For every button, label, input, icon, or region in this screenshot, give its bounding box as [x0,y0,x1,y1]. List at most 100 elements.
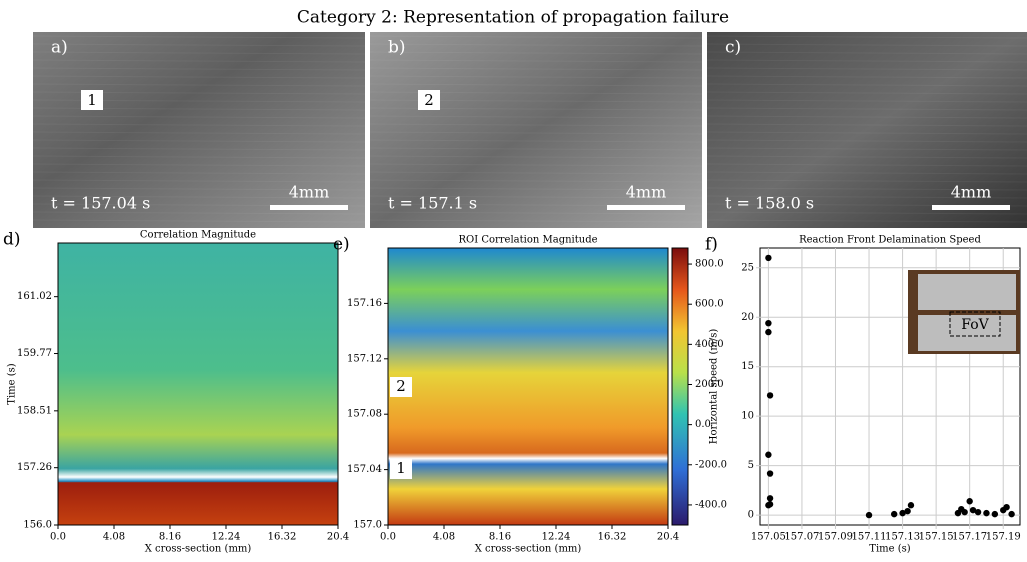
y-axis-label: Time (s) [7,363,18,404]
photo-streak [706,35,1027,39]
marker-box [418,90,440,110]
fov-box [949,311,1001,337]
point [890,510,898,518]
x-tick-label: 157.19 [986,532,1021,543]
scale-label: 4mm [626,183,667,202]
scale-label: 4mm [289,183,330,202]
x-axis-label: Time (s) [869,544,910,555]
x-tick-label: 157.07 [784,532,819,543]
x-axis-label: X cross-section (mm) [475,544,582,555]
photo-streak [369,115,703,119]
photo-streak [369,59,703,63]
y-tick-label: 157.08 [347,409,382,420]
point [991,510,999,518]
photo-streak [32,163,366,167]
photo-streak [706,51,1027,55]
x-tick-label: 8.16 [489,532,511,543]
y-axis-label: Horizontal speed (m/s) [709,329,720,445]
time-label: t = 157.04 s [51,194,150,213]
colorbar-tick-label: 400.0 [695,339,724,350]
point [766,470,774,477]
y-tick-label: 20 [741,312,754,323]
x-tick-label: 16.32 [268,532,297,543]
x-tick-label: 0.0 [380,532,396,543]
photo-streak [32,195,366,199]
photo-streak [369,147,703,151]
colorbar-tick-label: 800.0 [695,259,724,270]
photo-streak [706,147,1027,151]
plot-frame [759,247,1021,526]
photo-streak [32,211,366,215]
x-tick-label: 157.15 [919,532,954,543]
photo-streak [706,107,1027,111]
scale-bar [270,205,348,210]
x-tick-label: 157.17 [952,532,987,543]
colorbar-tick-label: -400.0 [695,499,727,510]
figure-title: Category 2: Representation of propagatio… [297,8,729,28]
photo-streak [32,59,366,63]
x-tick-label: 4.08 [103,532,125,543]
y-tick-label: 0 [748,510,754,521]
photo-streak [369,43,703,47]
panel-label: b) [388,38,406,58]
chart-title: ROI Correlation Magnitude [458,235,597,246]
x-tick-label: 20.4 [327,532,349,543]
x-tick-label: 8.16 [159,532,181,543]
x-tick-label: 16.32 [598,532,627,543]
photo-streak [706,195,1027,199]
point [765,328,772,336]
photo-streak [32,147,366,151]
photo-streak [369,131,703,135]
y-tick-label: 5 [748,460,754,471]
photo-streak [369,211,703,215]
marker-label: 1 [87,91,97,109]
point [766,392,774,399]
photo-streak [32,123,366,127]
photo-streak [369,187,703,191]
y-tick-label: 156.0 [23,520,52,531]
heatmap [58,243,338,525]
chart-title: Correlation Magnitude [140,230,256,241]
photo-streak [706,171,1027,175]
photo-streak [706,179,1027,183]
colorbar-tick-label: 600.0 [695,299,724,310]
annotation-box [390,377,412,397]
photo-streak [32,51,366,55]
plot-frame [387,247,669,526]
x-tick-label: 157.09 [818,532,853,543]
x-tick-label: 20.4 [657,532,679,543]
y-tick-label: 15 [741,361,754,372]
point [765,319,772,327]
point [974,508,982,516]
photo [707,32,1027,228]
photo-streak [32,67,366,71]
inset-cell [918,274,1016,310]
photo-streak [706,155,1027,159]
x-tick-label: 157.11 [852,532,887,543]
photo-streak [706,163,1027,167]
photo-streak [706,123,1027,127]
photo [370,32,702,228]
photo-streak [369,155,703,159]
inset-label: FoV [961,317,989,333]
y-tick-label: 158.51 [17,405,52,416]
y-tick-label: 159.77 [17,348,52,359]
y-tick-label: 157.16 [347,298,382,309]
photo-streak [369,139,703,143]
photo-streak [706,99,1027,103]
x-axis-label: X cross-section (mm) [145,544,252,555]
point [1003,503,1010,511]
colorbar [671,247,689,526]
plot-frame [57,242,339,526]
photo-streak [706,91,1027,95]
panel-label: d) [3,230,21,250]
photo-streak [706,187,1027,191]
photo-streak [369,123,703,127]
photo-streak [32,43,366,47]
photo-streak [369,171,703,175]
point [899,509,906,517]
photo-streak [369,195,703,199]
y-tick-label: 157.26 [17,462,52,473]
marker-label: 2 [424,91,434,109]
marker-box [81,90,103,110]
